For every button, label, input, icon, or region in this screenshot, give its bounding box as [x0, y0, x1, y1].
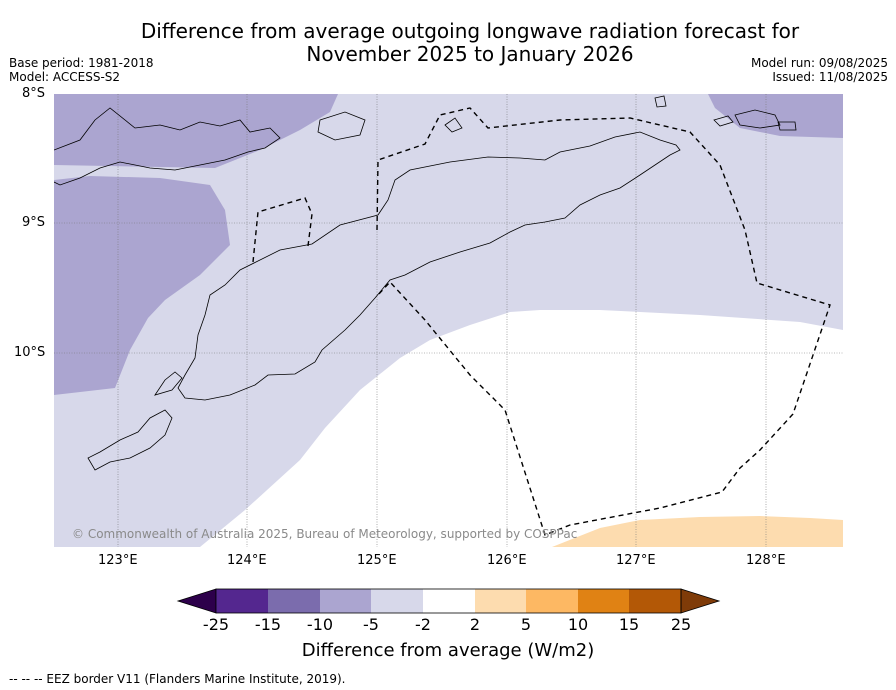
model-text: Model: ACCESS-S2 — [9, 70, 121, 84]
graticule — [54, 94, 843, 547]
colorbar-tick-label: -25 — [202, 615, 230, 634]
colorbar-tick-label: -15 — [254, 615, 282, 634]
coastlines — [54, 95, 797, 471]
issued-text: Issued: 11/08/2025 — [772, 70, 888, 84]
colorbar-segment — [578, 589, 629, 613]
timor-coastline — [177, 131, 681, 401]
lat-label-10s: 10°S — [14, 345, 46, 360]
eez-footnote: -- -- -- EEZ border V11 (Flanders Marine… — [9, 672, 346, 686]
lon-label-127e: 127°E — [616, 553, 656, 568]
colorbar-tick-label: 2 — [469, 615, 481, 634]
colorbar-outline — [215, 588, 682, 614]
meta-left: Base period: 1981-2018 Model: ACCESS-S2 — [9, 56, 154, 84]
title-line-2: November 2025 to January 2026 — [306, 42, 634, 66]
island-small-2 — [654, 95, 667, 108]
lon-label-124e: 124°E — [227, 553, 267, 568]
fill-neutral-region — [200, 310, 843, 547]
colorbar-tick-label: 25 — [670, 615, 692, 634]
colorbar-tick-label: 5 — [520, 615, 532, 634]
copyright-watermark: © Commonwealth of Australia 2025, Bureau… — [72, 527, 578, 541]
lon-label-128e: 128°E — [746, 553, 786, 568]
island-top-right-3 — [777, 121, 797, 131]
lat-label-8s: 8°S — [22, 86, 46, 101]
flores-coastline — [87, 409, 173, 471]
island-small-1 — [154, 371, 183, 396]
lat-label-9s: 9°S — [22, 215, 46, 230]
lon-label-125e: 125°E — [357, 553, 397, 568]
colorbar-over-arrow — [680, 588, 721, 614]
map-area — [54, 94, 843, 547]
colorbar-tick-label: 15 — [618, 615, 640, 634]
colorbar-segment — [268, 589, 320, 613]
eez-border — [252, 107, 831, 536]
colorbar-segment — [371, 589, 423, 613]
model-run-text: Model run: 09/08/2025 — [750, 56, 888, 70]
eez-line-west — [252, 197, 313, 263]
eez-line-main — [376, 107, 831, 536]
meta-right: Model run: 09/08/2025 Issued: 11/08/2025 — [751, 56, 888, 84]
lon-label-123e: 123°E — [98, 553, 138, 568]
base-period-text: Base period: 1981-2018 — [9, 56, 154, 70]
colorbar-segment — [320, 589, 371, 613]
colorbar-segment — [629, 589, 681, 613]
island-top-right-2 — [713, 115, 734, 127]
alor-wetar-coastline — [54, 107, 281, 186]
colorbar-title: Difference from average (W/m2) — [301, 640, 595, 661]
colorbar-segment — [475, 589, 526, 613]
colorbar-segments — [216, 589, 681, 613]
island-small-3 — [444, 117, 463, 133]
map-title: Difference from average outgoing longwav… — [70, 20, 870, 66]
fill-purple-top-left — [54, 94, 338, 168]
colorbar-tick-label: 10 — [567, 615, 589, 634]
colorbar-tick-label: -10 — [306, 615, 334, 634]
title-line-1: Difference from average outgoing longwav… — [140, 19, 800, 43]
island-top-right-1 — [734, 109, 781, 129]
fill-purple-left — [54, 176, 230, 395]
colorbar-tick-label: -5 — [363, 615, 379, 634]
colorbar — [176, 588, 721, 614]
colorbar-segment — [423, 589, 475, 613]
colorbar-segment — [216, 589, 268, 613]
colorbar-under-arrow — [176, 588, 217, 614]
colorbar-segment — [526, 589, 578, 613]
lon-label-126e: 126°E — [487, 553, 527, 568]
colorbar-tick-label: -2 — [415, 615, 431, 634]
island-top-center — [317, 111, 366, 141]
fill-warm-patch — [552, 516, 843, 547]
